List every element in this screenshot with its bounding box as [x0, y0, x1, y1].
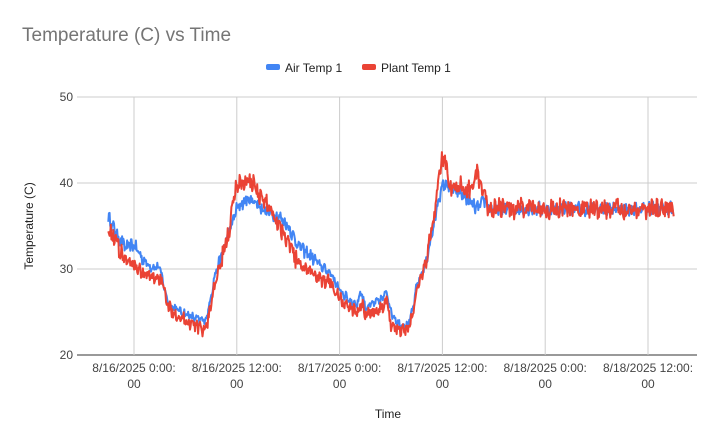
x-tick-label: 8/16/2025 0:00: [92, 361, 175, 375]
series-line-air-temp-1 [107, 179, 675, 331]
x-axis-title: Time [375, 407, 402, 421]
legend-swatch-air-temp [266, 64, 280, 70]
x-tick-label-continued: 00 [436, 377, 450, 391]
series-line-plant-temp-1 [107, 151, 675, 338]
y-tick-label: 40 [60, 176, 74, 190]
x-tick-label-continued: 00 [333, 377, 347, 391]
x-tick-label: 8/16/2025 12:00: [192, 361, 282, 375]
gridlines [77, 96, 697, 356]
legend-swatch-plant-temp [362, 64, 376, 70]
x-tick-label-continued: 00 [127, 377, 141, 391]
x-tick-label: 8/18/2025 12:00: [603, 361, 693, 375]
y-axis-title: Temperature (C) [22, 182, 36, 269]
series-lines [107, 151, 675, 338]
x-axis-ticks: 8/16/2025 0:00: 00 8/16/2025 12:00: 00 8/17/… [92, 361, 693, 391]
y-tick-label: 30 [60, 262, 74, 276]
chart-title: Temperature (C) vs Time [22, 25, 231, 46]
x-tick-label-continued: 00 [641, 377, 655, 391]
legend-label-air-temp: Air Temp 1 [285, 61, 342, 75]
y-axis-ticks: 20 30 40 50 [60, 90, 74, 362]
legend-label-plant-temp: Plant Temp 1 [381, 61, 451, 75]
x-tick-label: 8/18/2025 0:00: [503, 361, 586, 375]
y-tick-label: 20 [60, 348, 74, 362]
y-tick-label: 50 [60, 90, 74, 104]
legend: Air Temp 1 Plant Temp 1 [266, 61, 451, 75]
x-tick-label: 8/17/2025 12:00: [397, 361, 487, 375]
x-tick-label-continued: 00 [539, 377, 553, 391]
x-tick-label-continued: 00 [230, 377, 244, 391]
x-tick-label: 8/17/2025 0:00: [298, 361, 381, 375]
